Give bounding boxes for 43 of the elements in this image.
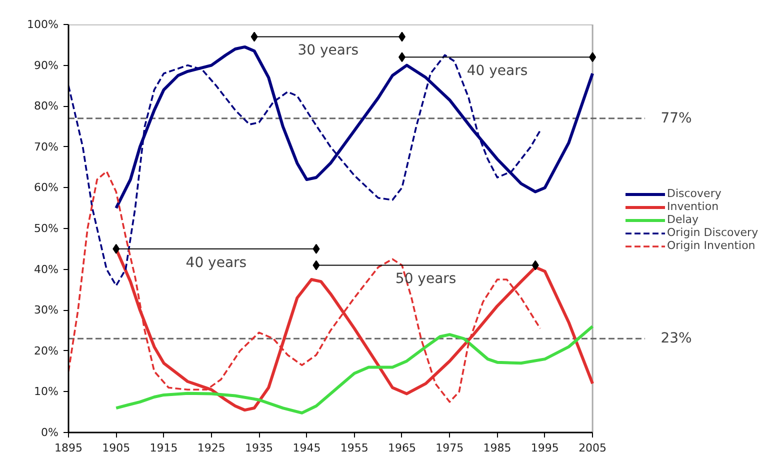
point xyxy=(312,260,320,270)
x-tick-label: 1985 xyxy=(483,442,512,454)
y-tick-label: 10% xyxy=(34,385,59,398)
ref-line-label: 77% xyxy=(660,110,692,126)
legend-label: Invention xyxy=(667,200,719,213)
legend-label: Origin Invention xyxy=(667,239,756,252)
x-tick-label: 1945 xyxy=(292,442,321,454)
y-tick-label: 100% xyxy=(27,18,59,31)
y-tick-label: 70% xyxy=(34,140,59,154)
y-tick-label: 50% xyxy=(34,222,59,235)
y-tick-label: 30% xyxy=(34,304,59,317)
point xyxy=(312,244,320,254)
x-tick-label: 2005 xyxy=(578,442,607,454)
point xyxy=(589,52,596,62)
ref-line-label: 23% xyxy=(660,330,692,347)
legend-label: Discovery xyxy=(667,187,722,200)
legend-label: Delay xyxy=(667,213,699,226)
y-tick-label: 0% xyxy=(41,426,58,439)
annotation: 30 years xyxy=(298,42,359,59)
annotation: 40 years xyxy=(186,254,247,271)
x-tick-label: 1975 xyxy=(436,442,464,454)
annotation: 40 years xyxy=(466,63,528,80)
line-series xyxy=(114,324,594,414)
y-tick-label: 80% xyxy=(34,100,59,113)
x-tick-label: 1965 xyxy=(388,442,416,454)
x-tick-label: 1995 xyxy=(530,442,559,454)
x-tick-label: 1935 xyxy=(245,442,274,454)
point xyxy=(112,244,120,254)
x-tick-label: 1915 xyxy=(150,442,178,454)
x-tick-label: 1925 xyxy=(197,442,226,454)
annotation: 50 years xyxy=(395,271,456,288)
point xyxy=(532,260,539,270)
point xyxy=(250,32,258,42)
point xyxy=(398,32,406,42)
x-tick-label: 1955 xyxy=(340,442,368,454)
point xyxy=(398,52,406,62)
y-tick-label: 40% xyxy=(34,262,59,276)
y-tick-label: 20% xyxy=(34,344,59,358)
x-tick-label: 1905 xyxy=(102,442,130,454)
x-tick-label: 1895 xyxy=(54,442,83,454)
y-tick-label: 90% xyxy=(34,58,59,72)
y-tick-label: 60% xyxy=(34,181,59,194)
legend-label: Origin Discovery xyxy=(667,226,758,239)
